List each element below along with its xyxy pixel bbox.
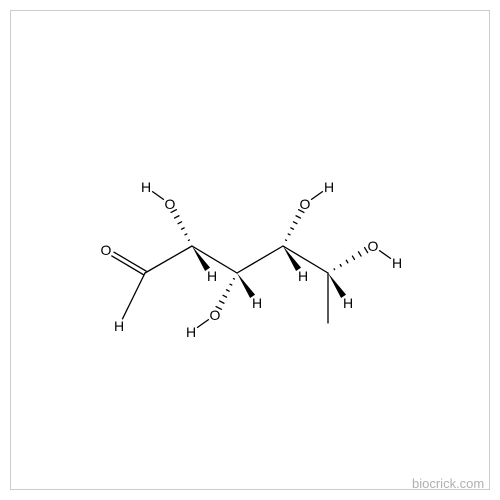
atom-label-h: H [186,324,196,340]
atom-label-h: H [114,318,124,334]
atom-label-h: H [141,179,151,195]
atom-label-h: H [252,295,262,311]
atom-label-h: H [207,268,217,284]
molecule-diagram: OHHOHHOHHOHHOH [11,11,500,500]
structure-frame: OHHOHHOHHOHHOH [10,10,490,490]
atom-label-o: O [300,196,311,212]
atom-label-h: H [392,255,402,271]
atom-label-o: O [165,196,176,212]
atom-label-o: O [210,307,221,323]
watermark-text: biocrick.com [412,476,484,491]
atom-label-h: H [343,295,353,311]
atom-label-o: O [368,238,379,254]
atom-label-h: H [298,268,308,284]
atom-label-h: H [324,179,334,195]
atom-label-o: O [101,242,112,258]
